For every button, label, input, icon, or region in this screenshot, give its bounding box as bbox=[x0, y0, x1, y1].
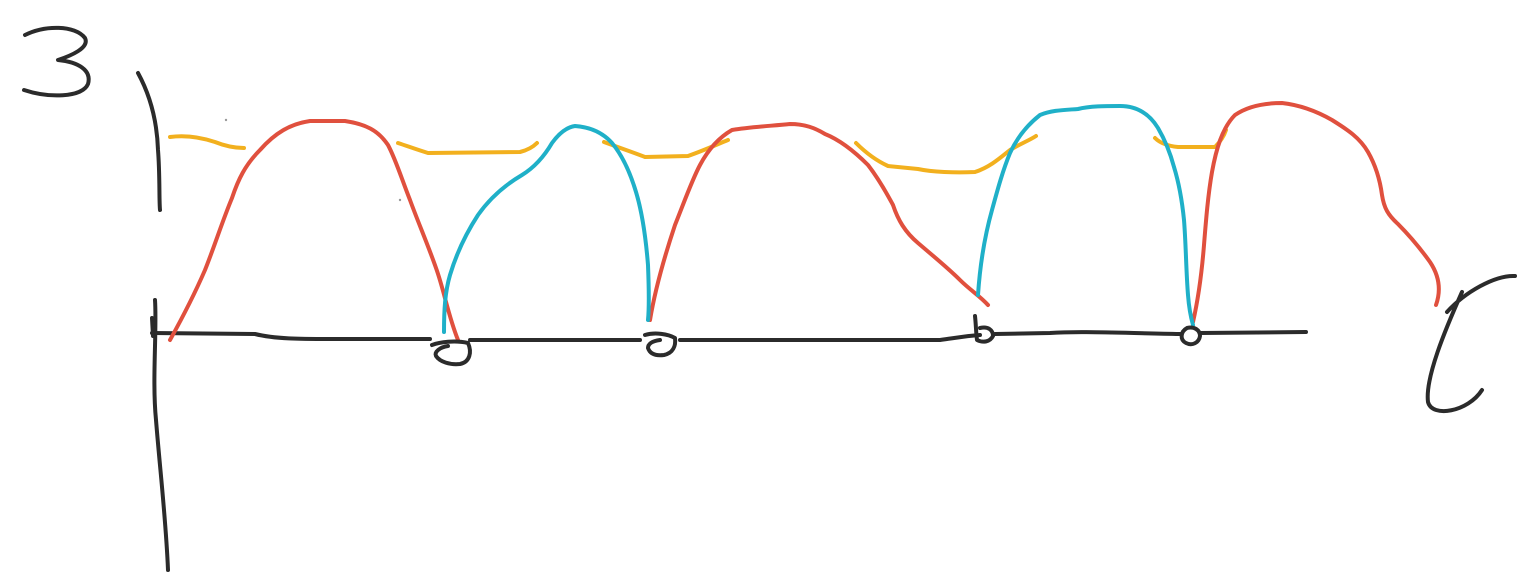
horizontal-axis bbox=[150, 330, 1308, 342]
vertical-axis bbox=[136, 71, 170, 572]
axis-marker bbox=[430, 339, 472, 367]
axis-marker bbox=[1179, 325, 1202, 347]
red-curves bbox=[168, 101, 1441, 342]
axes bbox=[136, 71, 1308, 572]
faint-specks bbox=[224, 118, 402, 202]
axis-markers bbox=[430, 314, 1202, 367]
yellow-segment bbox=[854, 134, 1038, 175]
cyan-arch bbox=[442, 124, 651, 334]
cyan-arch bbox=[976, 104, 1195, 327]
yellow-segment bbox=[602, 138, 730, 159]
yellow-segments bbox=[168, 128, 1228, 175]
cyan-curves bbox=[442, 104, 1195, 334]
speck bbox=[398, 198, 402, 202]
speck bbox=[224, 118, 228, 122]
axis-tick bbox=[150, 316, 155, 338]
red-arch bbox=[168, 119, 460, 342]
red-arch bbox=[648, 122, 990, 322]
axis-marker bbox=[643, 331, 678, 358]
yellow-segment bbox=[396, 141, 539, 155]
axis-marker bbox=[973, 314, 995, 344]
horizontal-axis-glyph bbox=[1425, 273, 1517, 413]
red-arch bbox=[1191, 101, 1441, 324]
axis-glyphs bbox=[22, 25, 1517, 413]
yellow-segment bbox=[168, 134, 246, 150]
vertical-axis-glyph bbox=[22, 25, 91, 98]
